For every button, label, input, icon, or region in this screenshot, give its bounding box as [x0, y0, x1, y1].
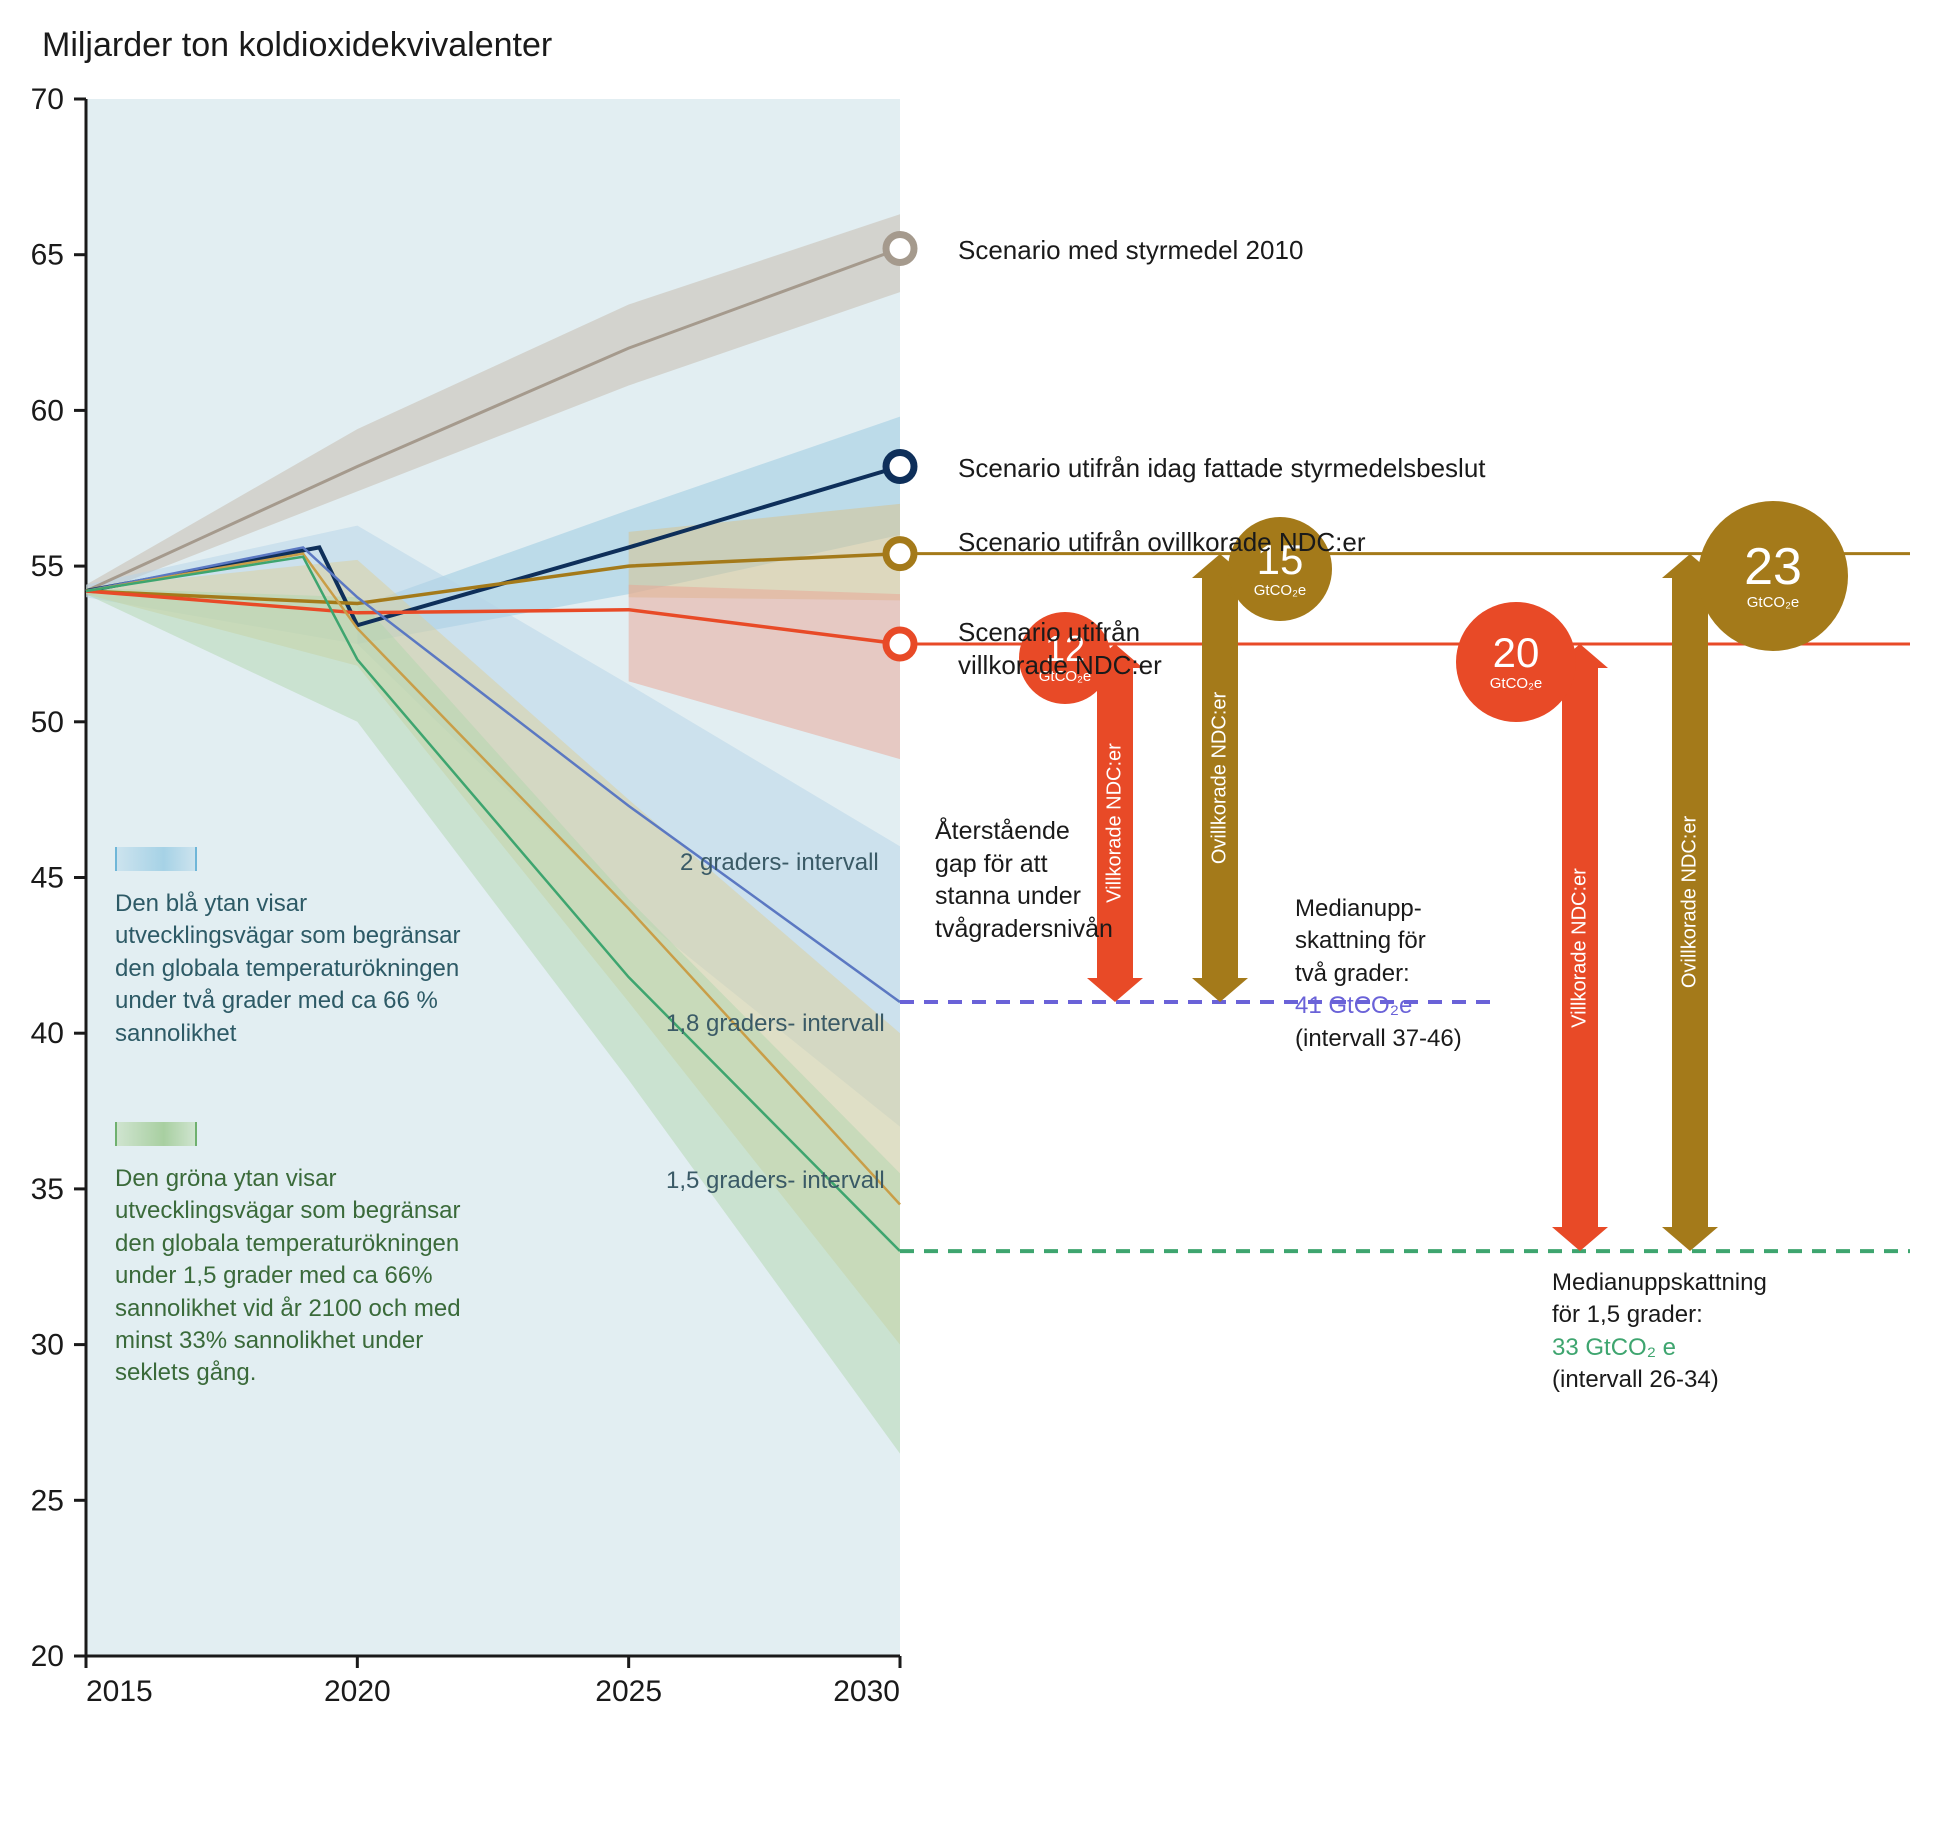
label-15deg-interval: 1,5 graders- intervall [666, 1167, 885, 1196]
scenario-label-current: Scenario utifrån idag fattade styrmedels… [958, 452, 1486, 485]
end-marker-current [886, 452, 914, 480]
gap-arrow-gap15: Ovillkorade NDC:er [1202, 554, 1238, 1002]
y-tick-label: 60 [31, 394, 64, 427]
gap-arrow-label: Ovillkorade NDC:er [1209, 692, 1232, 864]
legend-blue-text: Den blå ytan visar utvecklingsvägar som … [115, 888, 465, 1050]
median-15deg-title: Medianuppskattningför 1,5 grader: [1552, 1269, 1767, 1328]
x-tick-label: 2030 [833, 1675, 900, 1708]
chart-root: Miljarder ton koldioxidekvivalenter 2025… [0, 0, 1949, 1826]
legend-green-text: Den gröna ytan visar utvecklingsvägar so… [115, 1163, 465, 1390]
x-tick-label: 2015 [86, 1675, 153, 1708]
end-marker-policy2010 [886, 234, 914, 262]
gap-arrow-gap20: Villkorade NDC:er [1562, 644, 1598, 1251]
y-tick-label: 30 [31, 1329, 64, 1362]
median-2deg-interval: (intervall 37-46) [1295, 1025, 1462, 1052]
y-tick-label: 20 [31, 1640, 64, 1673]
median-15deg-text: Medianuppskattningför 1,5 grader: 33 GtCO… [1552, 1267, 1767, 1397]
scenario-label-policy2010: Scenario med styrmedel 2010 [958, 234, 1303, 267]
gap-bubble-unit: GtCO₂e [1490, 676, 1543, 693]
median-15deg-value: 33 GtCO₂ e [1552, 1334, 1676, 1361]
gap-arrow-label: Villkorade NDC:er [1569, 868, 1592, 1028]
label-18deg-interval: 1,8 graders- intervall [666, 1010, 885, 1039]
legend-swatch-green [115, 1122, 197, 1146]
gap-bubble-unit: GtCO₂e [1747, 595, 1800, 612]
y-tick-label: 50 [31, 706, 64, 739]
chart-title: Miljarder ton koldioxidekvivalenter [42, 26, 552, 65]
gap-bubble-gap20: 20 GtCO₂e [1456, 602, 1576, 722]
scenario-label-uncond_ndc: Scenario utifrån ovillkorade NDC:er [958, 526, 1366, 559]
y-tick-label: 70 [31, 83, 64, 116]
y-tick-label: 25 [31, 1484, 64, 1517]
y-tick-label: 40 [31, 1017, 64, 1050]
gap-bubble-gap23: 23 GtCO₂e [1698, 501, 1848, 651]
median-2deg-title: Medianupp-skattning förtvå grader: [1295, 895, 1426, 987]
y-tick-label: 65 [31, 239, 64, 272]
end-marker-cond_ndc [886, 630, 914, 658]
remaining-gap-text: Återstående gap för att stanna under två… [935, 815, 1113, 945]
median-15deg-interval: (intervall 26-34) [1552, 1366, 1719, 1393]
gap-arrow-label: Ovillkorade NDC:er [1679, 816, 1702, 988]
scenario-label-cond_ndc: Scenario utifrån villkorade NDC:er [958, 616, 1162, 683]
x-tick-label: 2020 [324, 1675, 391, 1708]
y-tick-label: 55 [31, 550, 64, 583]
median-2deg-text: Medianupp-skattning förtvå grader: 41 GtC… [1295, 893, 1462, 1055]
label-2deg-interval: 2 graders- intervall [680, 849, 879, 878]
x-tick-label: 2025 [595, 1675, 662, 1708]
gap-bubble-value: 20 [1493, 632, 1540, 674]
median-2deg-value: 41 GtCO₂e [1295, 992, 1412, 1019]
y-tick-label: 45 [31, 862, 64, 895]
gap-arrow-gap23: Ovillkorade NDC:er [1672, 554, 1708, 1252]
y-tick-label: 35 [31, 1173, 64, 1206]
gap-bubble-value: 23 [1744, 541, 1802, 593]
gap-bubble-unit: GtCO₂e [1254, 583, 1307, 600]
end-marker-uncond_ndc [886, 540, 914, 568]
legend-swatch-blue [115, 847, 197, 871]
